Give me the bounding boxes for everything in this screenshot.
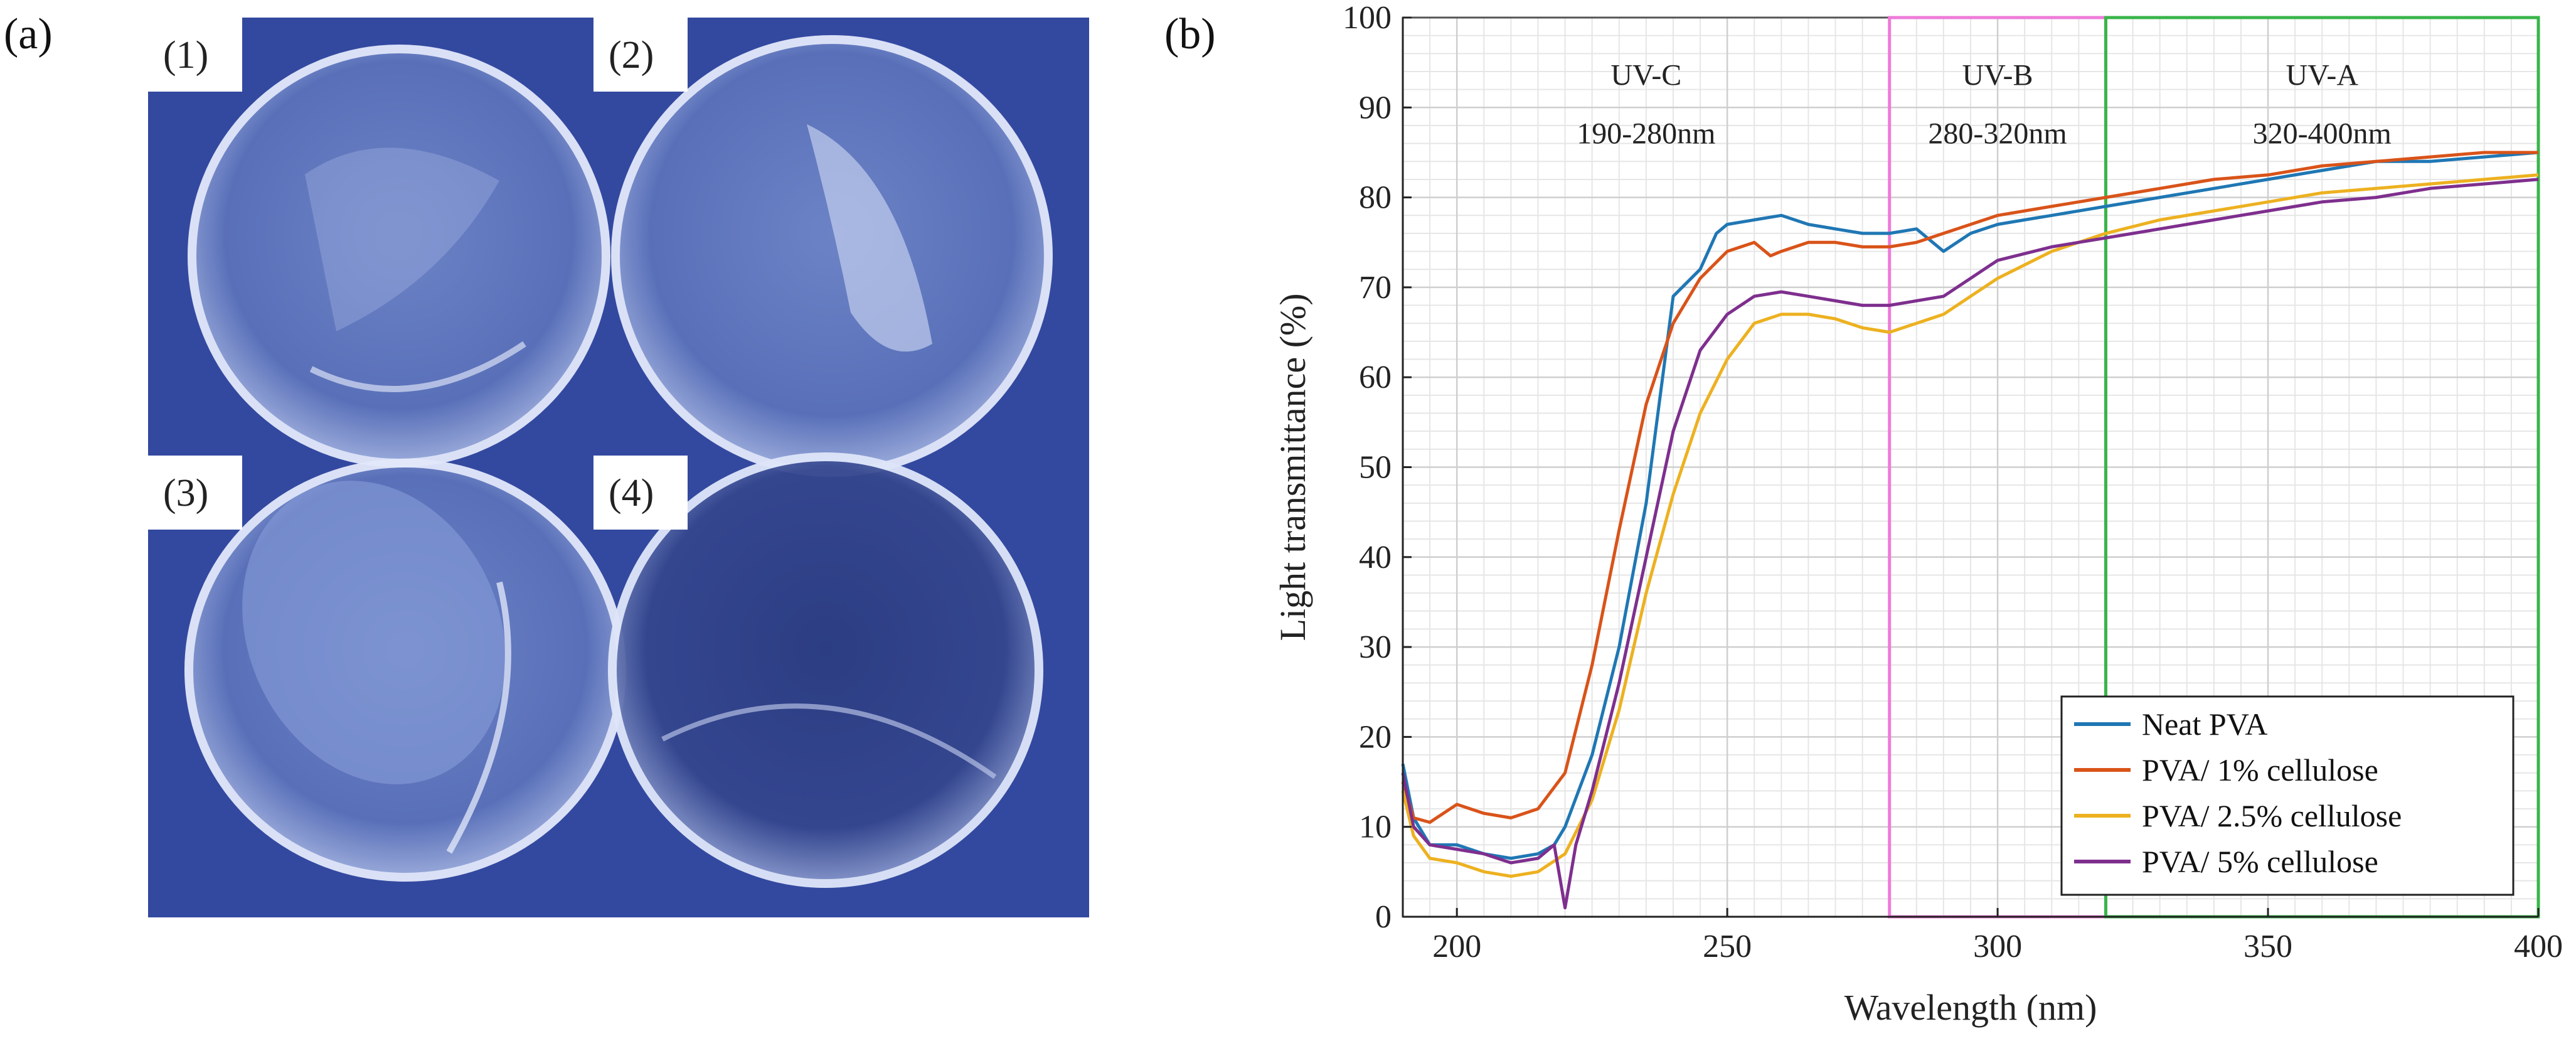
y-tick-label: 40 [1359,540,1392,575]
sample-label-4: (4) [609,472,654,515]
y-axis-title: Light transmittance (%) [1272,293,1313,641]
region-range-uv-a: 320-400nm [2253,117,2392,151]
y-tick-label: 20 [1359,719,1392,755]
film-sample-1 [188,45,610,467]
sample-label-box-4: (4) [593,456,688,530]
y-tick-label: 90 [1359,90,1392,125]
y-tick-label: 70 [1359,270,1392,306]
legend-label-1: Neat PVA [2142,707,2267,742]
y-tick-label: 10 [1359,809,1392,845]
legend: Neat PVA PVA/ 1% cellulose PVA/ 2.5% cellu… [2060,695,2515,896]
x-axis-title: Wavelength (nm) [1844,987,2097,1028]
series-line-2 [1401,151,2538,824]
legend-label-3: PVA/ 2.5% cellulose [2142,798,2402,833]
panel-a-label: (a) [4,10,53,58]
x-tick-label: 200 [1432,929,1481,964]
sample-photo: (1) (2) (3) (4) [148,18,1089,917]
series-line-1 [1401,151,2539,860]
legend-box [2060,695,2515,896]
y-tick-label: 60 [1359,360,1392,395]
region-name-uv-b: UV-B [1962,58,2033,92]
series-lines [1401,151,2539,910]
film-sample-3 [184,459,626,882]
series-line-3 [1401,173,2539,878]
legend-label-4: PVA/ 5% cellulose [2142,844,2378,879]
sample-photo-svg: (1) (2) (3) (4) [148,18,1089,917]
x-tick-label: 400 [2514,929,2563,964]
y-tick-label: 0 [1375,899,1392,935]
y-tick-label: 80 [1359,180,1392,216]
panel-b-label: (b) [1164,10,1216,58]
region-range-uv-c: 190-280nm [1577,117,1715,151]
legend-label-2: PVA/ 1% cellulose [2142,752,2378,787]
x-tick-label: 300 [1973,929,2022,964]
film-sample-4 [608,452,1043,888]
y-tick-label: 30 [1359,629,1392,665]
film-sample-2 [611,35,1053,477]
series-line-4 [1401,178,2539,910]
y-tick-label: 50 [1359,450,1392,486]
region-range-uv-b: 280-320nm [1928,117,2067,151]
region-name-uv-a: UV-A [2286,58,2358,92]
x-tick-label: 350 [2243,929,2292,964]
x-tick-label: 250 [1703,929,1752,964]
sample-label-box-2: (2) [593,18,688,92]
region-name-uv-c: UV-C [1610,58,1681,92]
sample-label-3: (3) [163,472,208,515]
sample-label-1: (1) [163,34,208,77]
axes: 200 250 300 350 400 0 10 20 30 40 50 60 70 80 90 100 [1343,0,2563,964]
sample-label-2: (2) [609,34,654,77]
sample-label-box-3: (3) [148,456,242,530]
y-tick-label: 100 [1343,0,1392,36]
sample-label-box-1: (1) [148,18,242,92]
